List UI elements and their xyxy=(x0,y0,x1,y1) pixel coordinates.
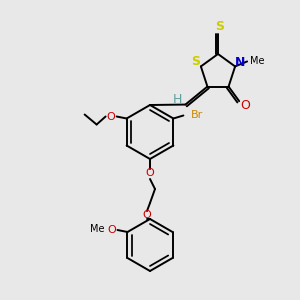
Text: O: O xyxy=(146,168,154,178)
Text: N: N xyxy=(235,56,245,69)
Text: H: H xyxy=(173,93,182,106)
Text: O: O xyxy=(142,210,152,220)
Text: Me: Me xyxy=(250,56,264,66)
Text: Br: Br xyxy=(191,110,203,121)
Text: O: O xyxy=(107,225,116,235)
Text: Me: Me xyxy=(90,224,105,234)
Text: S: S xyxy=(215,20,224,34)
Text: O: O xyxy=(106,112,115,122)
Text: S: S xyxy=(191,55,200,68)
Text: O: O xyxy=(240,99,250,112)
